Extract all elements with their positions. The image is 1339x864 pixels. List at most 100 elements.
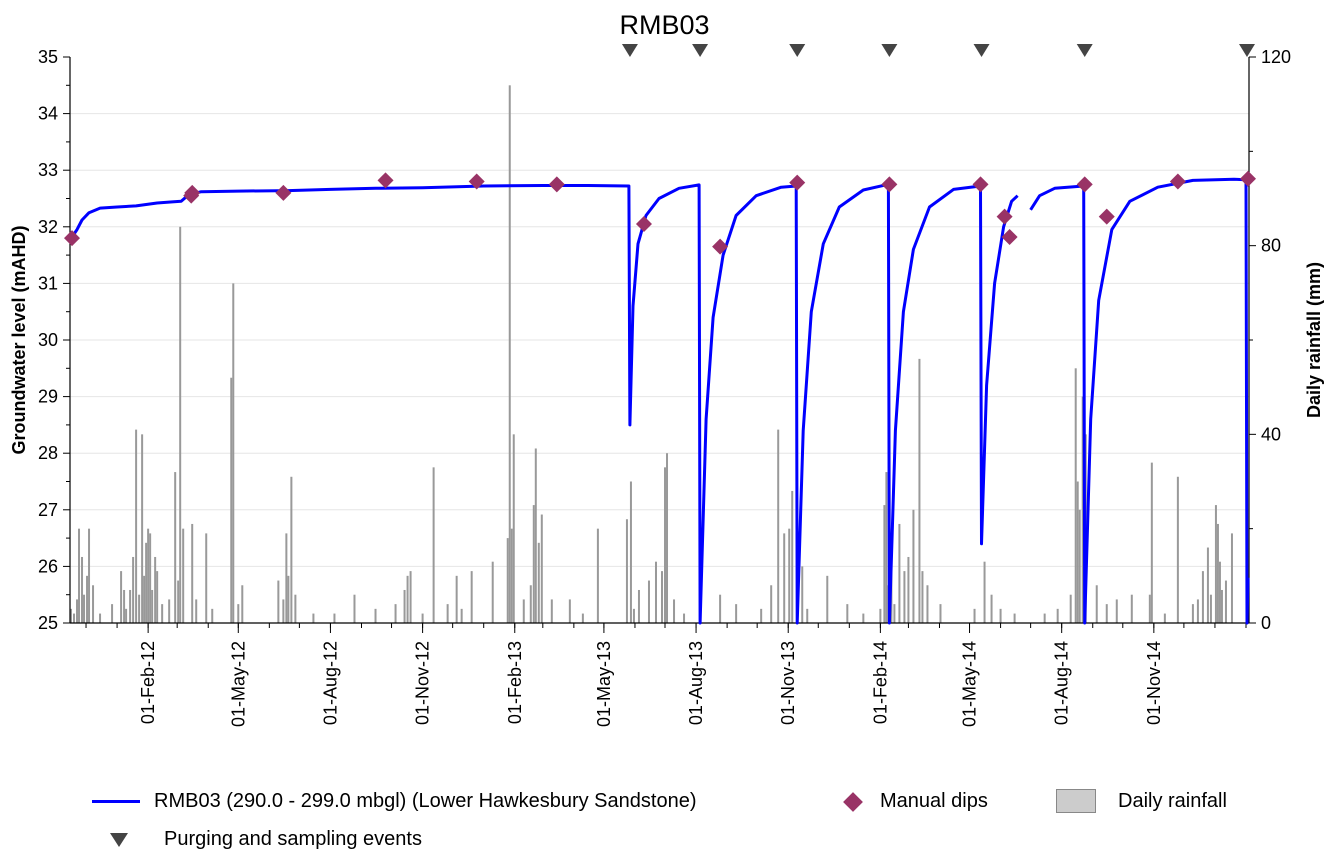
rainfall-bar (282, 599, 285, 623)
rainfall-bar (81, 556, 84, 623)
x-tick-label: 01-Feb-12 (138, 641, 158, 724)
y2-tick-label: 40 (1261, 424, 1281, 444)
rainfall-bar (156, 571, 159, 623)
rainfall-bar (1209, 594, 1212, 623)
rainfall-bar (161, 604, 164, 623)
x-tick-label: 01-Nov-14 (1144, 641, 1164, 725)
rainfall-bar (73, 613, 76, 623)
rainfall-bar (862, 613, 865, 623)
rainfall-bar (999, 608, 1002, 623)
rainfall-bar (125, 608, 128, 623)
rainfall-bar (540, 514, 543, 623)
legend-diamond-swatch (843, 791, 863, 812)
rainfall-bar (883, 505, 886, 623)
x-tick-label: 01-May-14 (960, 641, 980, 727)
rainfall-bar (374, 608, 377, 623)
rainfall-bar (285, 533, 288, 623)
rainfall-bar (534, 448, 537, 623)
purging-event-marker (789, 44, 806, 57)
x-tick-label: 01-May-13 (594, 641, 614, 727)
rainfall-bar (1105, 604, 1108, 623)
chart-title: RMB03 (619, 10, 709, 40)
rainfall-bar (1176, 476, 1179, 623)
rainfall-bar (78, 528, 81, 623)
rainfall-bar (111, 604, 114, 623)
rainfall-bar (532, 505, 535, 623)
x-tick-label: 01-Nov-12 (413, 641, 433, 725)
x-tick-label: 01-Aug-12 (320, 641, 340, 725)
x-tick-label: 01-Nov-13 (778, 641, 798, 725)
rainfall-bar (277, 580, 280, 623)
rainfall-bar (912, 509, 915, 623)
rainfall-bar (629, 481, 632, 623)
legend-manual-dips-label: Manual dips (880, 790, 988, 812)
rainfall-bar (673, 599, 676, 623)
x-tick-label: 01-Feb-13 (505, 641, 525, 724)
rainfall-bar (1148, 594, 1151, 623)
rainfall-bar (1013, 613, 1016, 623)
y2-tick-label: 80 (1261, 236, 1281, 256)
rainfall-bar (826, 575, 829, 623)
rainfall-bar (1216, 523, 1219, 623)
rainfall-bar (510, 528, 513, 623)
manual-dip-point (996, 208, 1013, 225)
rainfall-bar (921, 571, 924, 623)
purging-event-marker (881, 44, 898, 57)
rainfall-bar (182, 528, 185, 623)
manual-dip-point (548, 176, 565, 193)
rainfall-bar (907, 556, 910, 623)
y-tick-label: 33 (38, 160, 58, 180)
rainfall-bar (312, 613, 315, 623)
rainfall-bar (1095, 585, 1098, 623)
rainfall-bar (230, 377, 233, 623)
rainfall-bar (918, 358, 921, 623)
rainfall-bar (926, 585, 929, 623)
rainfall-bar (151, 589, 154, 623)
manual-dip-point (184, 184, 201, 201)
rainfall-bar (683, 613, 686, 623)
rainfall-bar (241, 585, 244, 623)
rainfall-bar (529, 585, 532, 623)
manual-dip-point (1169, 173, 1186, 190)
rainfall-bar (409, 571, 412, 623)
rainfall-bar (406, 575, 409, 623)
rainfall-bar (149, 533, 152, 623)
legend-box-swatch (1056, 789, 1096, 813)
x-tick-label: 01-Feb-14 (870, 641, 890, 724)
rainfall-bar (83, 594, 86, 623)
y-tick-label: 27 (38, 500, 58, 520)
rainfall-bar (1201, 571, 1204, 623)
rainfall-bar (1081, 396, 1084, 623)
manual-dip-point (635, 215, 652, 232)
rainfall-bar (879, 608, 882, 623)
rainfall-bar (1163, 613, 1166, 623)
legend-triangle-swatch (110, 832, 128, 847)
rainfall-bar (512, 434, 515, 623)
rainfall-bar (1224, 580, 1227, 623)
y2-tick-label: 120 (1261, 47, 1291, 67)
legend-manual-dips: Manual dips (838, 790, 988, 813)
rainfall-bar (179, 226, 182, 624)
rainfall-bar (147, 528, 150, 623)
rainfall-bar (806, 608, 809, 623)
rainfall-bar (1230, 533, 1233, 623)
x-tick-label: 01-Aug-14 (1052, 641, 1072, 725)
rainfall-bar (791, 490, 794, 623)
rainfall-bar (522, 599, 525, 623)
rainfall-bar (596, 528, 599, 623)
rainfall-bar (290, 476, 293, 623)
legend-daily-rainfall-label: Daily rainfall (1118, 789, 1227, 812)
rainfall-bar (1076, 481, 1079, 623)
rainfall-bar (898, 523, 901, 623)
rainfall-bar (132, 556, 135, 623)
rainfall-bar (637, 589, 640, 623)
rainfall-bar (1206, 547, 1209, 623)
rainfall-bar (70, 608, 73, 623)
rainfall-bar (1218, 561, 1221, 623)
rainfall-bar (92, 585, 95, 623)
rainfall-bar (1056, 608, 1059, 623)
manual-dip-point (468, 173, 485, 190)
y-tick-label: 32 (38, 217, 58, 237)
legend-daily-rainfall: Daily rainfall (1056, 789, 1227, 813)
